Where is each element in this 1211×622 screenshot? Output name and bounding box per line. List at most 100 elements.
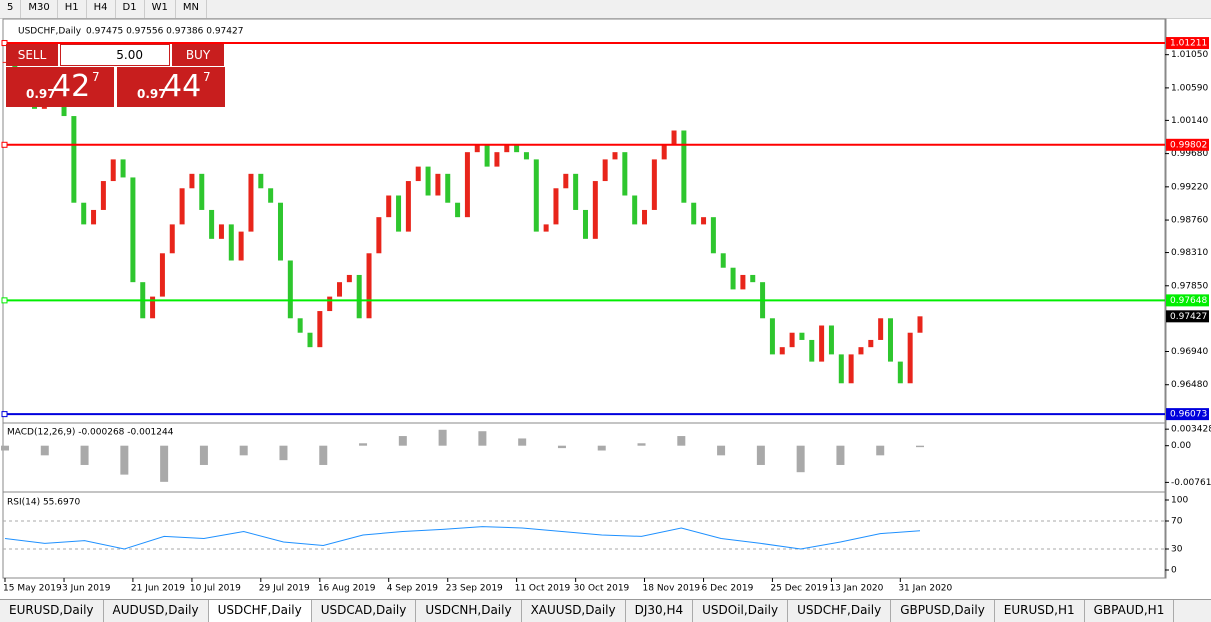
volume-field[interactable]: 5.00 [60,44,170,66]
candle [720,253,726,268]
candle [356,274,362,319]
candle [769,318,775,355]
timeframe-button[interactable]: M30 [21,0,58,18]
candle [277,202,283,261]
candle [701,217,707,225]
level-label: 1.01211 [1170,39,1207,49]
chart-tab[interactable]: EURUSD,Daily [0,600,104,622]
chart-tab[interactable]: EURUSD,H1 [995,600,1085,622]
chart-tab[interactable]: GBPUSD,Daily [891,600,995,622]
x-tick-label: 4 Sep 2019 [387,584,439,594]
chart-tab[interactable]: DJ30,H4 [626,600,694,622]
candle [150,296,156,319]
chart-tab[interactable]: USDCAD,Daily [312,600,417,622]
bid-price[interactable]: 0.97 42 7 [6,67,114,107]
candle [661,144,667,160]
y-tick-label: 0 [1171,566,1177,576]
rsi-line [4,526,921,550]
chart-tab[interactable]: XAUUSD,Daily [522,600,626,622]
candle [425,166,431,196]
y-tick-label: 1.00590 [1171,83,1208,93]
candle [386,195,392,218]
candle [445,173,451,203]
candle [238,231,244,261]
ask-big: 0.97 [137,87,167,101]
bid-pips: 42 [52,69,91,104]
bid-big: 0.97 [26,87,56,101]
candle [209,209,215,239]
candle [710,217,716,254]
macd-bar [557,445,566,449]
x-tick-label: 31 Jan 2020 [898,584,952,594]
candle [396,195,402,232]
candle [897,361,903,384]
level-label-bg [1166,138,1209,151]
ask-point: 7 [203,70,211,84]
candle [602,159,608,182]
candle [464,152,470,218]
macd-title: MACD(12,26,9) -0.000268 -0.001244 [7,428,174,438]
x-tick-label: 23 Sep 2019 [446,584,503,594]
buy-button[interactable]: BUY [172,44,224,66]
candle [582,209,588,239]
level-anchor [1,141,8,148]
timeframe-button[interactable]: 5 [0,0,22,18]
macd-bar [796,445,805,473]
candle [248,173,254,232]
candle [337,282,343,297]
y-tick-label: 0.97850 [1171,281,1208,291]
rsi-title: RSI(14) 55.6970 [7,498,80,508]
candle [376,217,382,254]
chart-tab[interactable]: USDCHF,Daily [208,600,312,622]
candle [622,152,628,196]
candle [642,209,648,225]
macd-bar [319,445,328,465]
timeframe-button[interactable]: W1 [145,0,176,18]
candle [799,332,805,340]
sell-button[interactable]: SELL [6,44,58,66]
ask-price[interactable]: 0.97 44 7 [117,67,225,107]
candle [189,173,195,189]
chart-tab[interactable]: GBPAUD,H1 [1085,600,1175,622]
chart-tab[interactable]: AUDUSD,Daily [104,600,209,622]
macd-bar [120,445,129,475]
candle [878,318,884,340]
macd-bar [80,445,89,465]
x-tick-label: 30 Oct 2019 [574,584,630,594]
macd-bar [756,445,765,465]
candle [474,144,480,153]
x-tick-label: 16 Aug 2019 [318,584,376,594]
candle [779,347,785,355]
y-tick-label: 1.01050 [1171,50,1208,60]
timeframe-button[interactable]: D1 [116,0,145,18]
level-anchor [1,40,8,47]
chart-tab[interactable]: USDOil,Daily [693,600,789,622]
candle [120,159,126,178]
macd-bar [478,431,487,446]
chart-tab[interactable]: USDCNH,Daily [416,600,522,622]
candle [297,318,303,333]
x-tick-label: 29 Jul 2019 [259,584,310,594]
macd-bar [398,436,407,446]
candle [838,354,844,384]
timeframe-button[interactable]: H1 [58,0,87,18]
candle [100,181,106,210]
candle [494,152,500,167]
last-price-bg [1166,310,1209,323]
timeframe-button[interactable]: H4 [87,0,116,18]
candle [907,332,913,384]
candle [828,325,834,355]
macd-bar [876,445,885,456]
y-tick-label: 0.96940 [1171,347,1208,357]
candle [819,325,825,362]
x-tick-label: 6 Dec 2019 [702,584,754,594]
y-tick-label: 0.00 [1171,441,1191,451]
macd-bar [597,445,606,451]
timeframe-button[interactable]: MN [176,0,207,18]
x-tick-label: 13 Jan 2020 [829,584,883,594]
macd-bar [279,445,288,461]
chart-tab[interactable]: USDCHF,Daily [788,600,892,622]
candle [651,159,657,210]
candle [730,267,736,290]
